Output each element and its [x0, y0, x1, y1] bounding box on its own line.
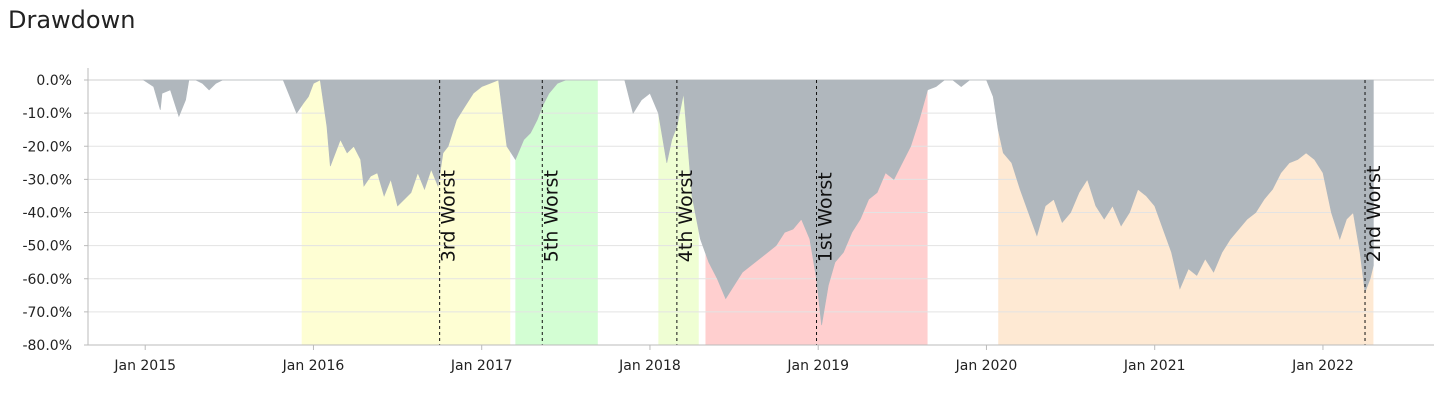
y-tick-label-8: -80.0% [22, 338, 72, 354]
chart-title: Drawdown [8, 6, 136, 34]
tick-labels: 0.0% -10.0% -20.0% -30.0% -40.0% -50.0% -60.0%… [22, 73, 1353, 374]
axes [84, 68, 1434, 350]
x-tick-label-3: Jan 2018 [618, 358, 681, 374]
y-tick-label-5: -50.0% [22, 239, 72, 255]
valley-label-5: 5th Worst [540, 170, 562, 262]
x-tick-label-0: Jan 2015 [113, 358, 176, 374]
x-tick-label-2: Jan 2017 [450, 358, 513, 374]
drawdown-series-area [142, 79, 1374, 326]
x-tick-label-1: Jan 2016 [282, 358, 345, 374]
y-tick-label-7: -70.0% [22, 305, 72, 321]
x-tick-label-5: Jan 2020 [955, 358, 1018, 374]
drawdown-area [142, 79, 1374, 326]
x-tick-label-6: Jan 2021 [1123, 358, 1186, 374]
x-tick-label-4: Jan 2019 [786, 358, 849, 374]
y-tick-label-2: -20.0% [22, 139, 72, 155]
y-tick-label-6: -60.0% [22, 272, 72, 288]
y-tick-label-3: -30.0% [22, 172, 72, 188]
valley-label-1: 1st Worst [815, 172, 837, 262]
valley-markers: 1st Worst 2nd Worst 3rd Worst 4th Worst 5th … [438, 80, 1385, 345]
valley-label-2: 2nd Worst [1363, 165, 1385, 262]
x-tick-label-7: Jan 2022 [1291, 358, 1354, 374]
valley-label-4: 4th Worst [675, 170, 697, 262]
y-tick-label-0: 0.0% [36, 73, 72, 89]
y-tick-label-1: -10.0% [22, 106, 72, 122]
valley-label-3: 3rd Worst [438, 170, 460, 262]
y-tick-label-4: -40.0% [22, 206, 72, 222]
